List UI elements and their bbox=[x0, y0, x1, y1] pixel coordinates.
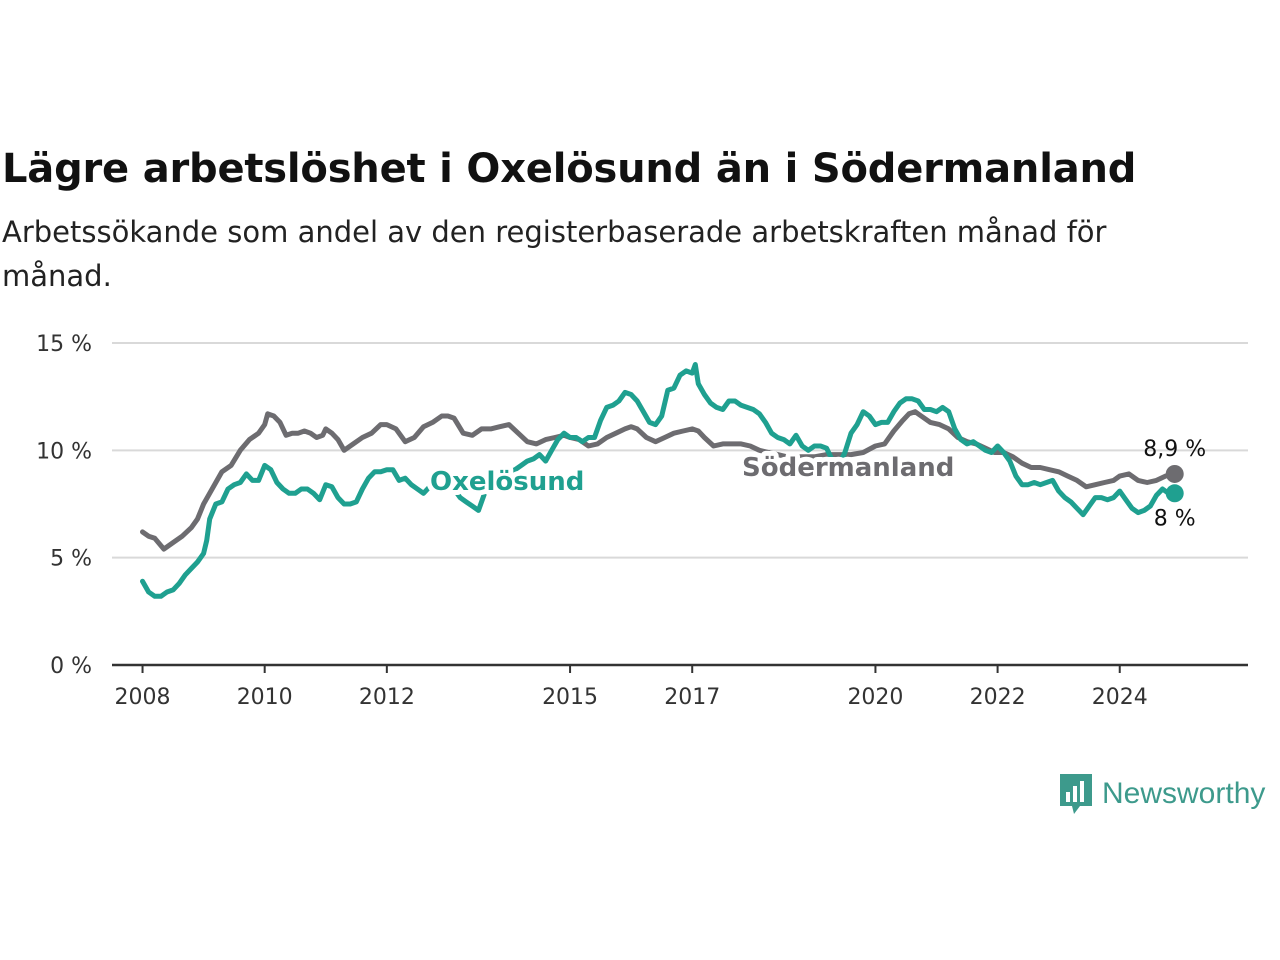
end-point-oxelösund bbox=[1165, 484, 1184, 503]
end-point-södermanland bbox=[1165, 464, 1184, 483]
end-label-sodermanland: 8,9 % bbox=[1143, 437, 1206, 462]
y-tick-label: 10 % bbox=[36, 439, 92, 464]
x-tick-label: 2008 bbox=[115, 685, 171, 710]
y-tick-label: 0 % bbox=[50, 654, 92, 679]
y-tick-label: 5 % bbox=[50, 547, 92, 572]
y-tick-label: 15 % bbox=[36, 332, 92, 357]
series-label-oxelosund-halo: Oxelösund bbox=[430, 467, 584, 497]
newsworthy-logo-icon bbox=[1060, 774, 1092, 814]
series-lines bbox=[140, 362, 1184, 599]
x-tick-label: 2010 bbox=[237, 685, 293, 710]
series-label-sodermanland-halo: Södermanland bbox=[742, 453, 954, 483]
y-axis: 0 % 5 % 10 % 15 % bbox=[36, 332, 92, 679]
series-label-sodermanland: Södermanland bbox=[742, 453, 954, 483]
x-tick-label: 2015 bbox=[542, 685, 598, 710]
series-label-oxelosund: Oxelösund bbox=[430, 467, 584, 497]
line-chart: 0 %5 %10 %15 % 2008 2010 2012 2015 2017 2020 2… bbox=[36, 332, 1248, 710]
brand-name: Newsworthy bbox=[1102, 777, 1266, 810]
chart-subtitle: Arbetssökande som andel av den registerb… bbox=[2, 215, 1107, 293]
series-line-oxelösund bbox=[140, 362, 1178, 599]
grid-lines bbox=[112, 342, 1248, 559]
x-tick-label: 2024 bbox=[1092, 685, 1148, 710]
newsworthy-brand: Newsworthy bbox=[1058, 772, 1265, 816]
x-tick-label: 2022 bbox=[970, 685, 1026, 710]
chart-title: Lägre arbetslöshet i Oxelösund än i Söde… bbox=[2, 146, 1137, 192]
end-label-oxelosund: 8 % bbox=[1154, 506, 1196, 531]
x-tick-label: 2012 bbox=[359, 685, 415, 710]
x-tick-label: 2020 bbox=[847, 685, 903, 710]
x-axis: 2008 2010 2012 2015 2017 2020 2022 2024 bbox=[112, 663, 1248, 710]
x-tick-label: 2017 bbox=[664, 685, 720, 710]
